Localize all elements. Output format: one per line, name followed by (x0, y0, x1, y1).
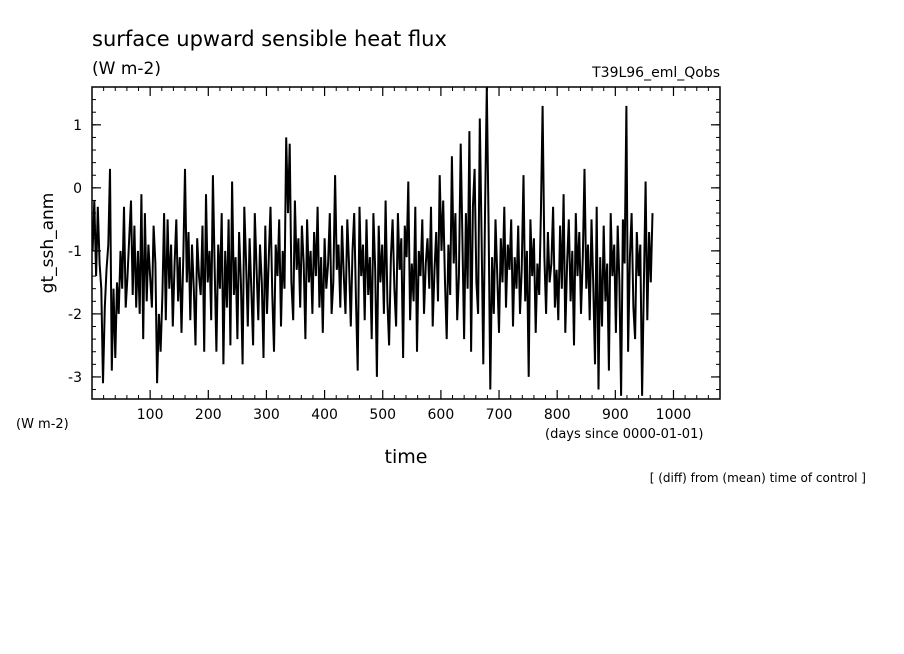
x-tick-label: 700 (486, 407, 513, 423)
x-tick-label: 500 (369, 407, 396, 423)
x-tick-label: 100 (137, 407, 164, 423)
x-axis: 100 200 300 400 500 600 700 800 900 1000 (103, 87, 709, 423)
x-tick-label: 400 (311, 407, 338, 423)
y-tick-label: 1 (73, 118, 82, 134)
y-axis: 1 0 -1 -2 -3 (68, 99, 720, 391)
x-tick-label: 1000 (656, 407, 692, 423)
footnote: [ (diff) from (mean) time of control ] (650, 471, 866, 485)
y-tick-label: -3 (68, 370, 82, 386)
y-tick-label: 0 (73, 181, 82, 197)
x-tick-label: 200 (195, 407, 222, 423)
x-axis-units: (days since 0000-01-01) (545, 427, 703, 442)
y-axis-label: gt_ssh_anm (38, 193, 58, 294)
x-tick-label: 300 (253, 407, 280, 423)
x-tick-label: 900 (602, 407, 629, 423)
x-tick-label: 600 (428, 407, 455, 423)
x-tick-label: 800 (544, 407, 571, 423)
y-axis-units: (W m-2) (16, 417, 69, 432)
series-line (91, 86, 654, 396)
chart-units: (W m-2) (92, 59, 161, 79)
x-axis-label: time (385, 446, 428, 468)
y-tick-label: -1 (68, 244, 82, 260)
y-tick-label: -2 (68, 307, 82, 323)
experiment-label: T39L96_eml_Qobs (591, 65, 720, 81)
chart-title: surface upward sensible heat flux (92, 27, 447, 51)
